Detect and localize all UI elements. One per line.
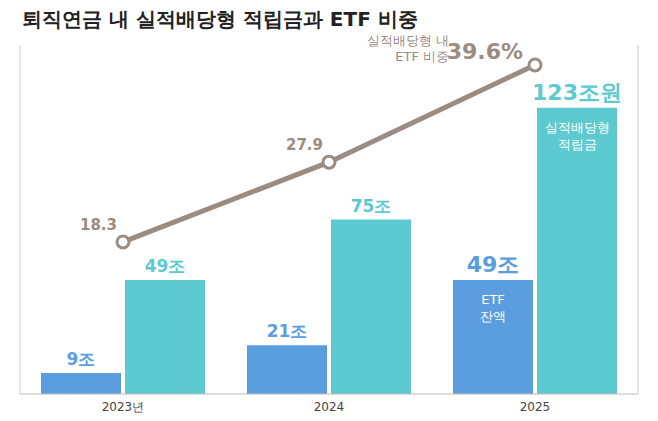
svg-text:49조: 49조 [145,256,186,276]
svg-text:실적배당형: 실적배당형 [545,120,610,135]
svg-text:123조원: 123조원 [532,80,622,105]
svg-text:ETF: ETF [481,292,505,307]
svg-text:적립금: 적립금 [558,137,597,152]
svg-text:잔액: 잔액 [480,309,506,324]
svg-text:21조: 21조 [267,321,308,341]
svg-text:18.3: 18.3 [80,216,117,234]
svg-text:27.9: 27.9 [286,136,323,154]
svg-text:9조: 9조 [67,349,96,369]
svg-text:실적배당형 내: 실적배당형 내 [367,33,449,48]
svg-text:2025: 2025 [520,400,551,414]
svg-text:49조: 49조 [467,252,520,277]
svg-text:2024: 2024 [314,400,345,414]
svg-text:39.6%: 39.6% [447,39,523,64]
svg-text:2023년: 2023년 [102,400,145,414]
html-text:퇴직연금 내 실적배당형 적립금과 ETF 비중: 퇴직연금 내 실적배당형 적립금과 ETF 비중 [22,7,418,31]
svg-text:75조: 75조 [351,196,392,216]
svg-text:ETF 비중: ETF 비중 [395,49,449,64]
